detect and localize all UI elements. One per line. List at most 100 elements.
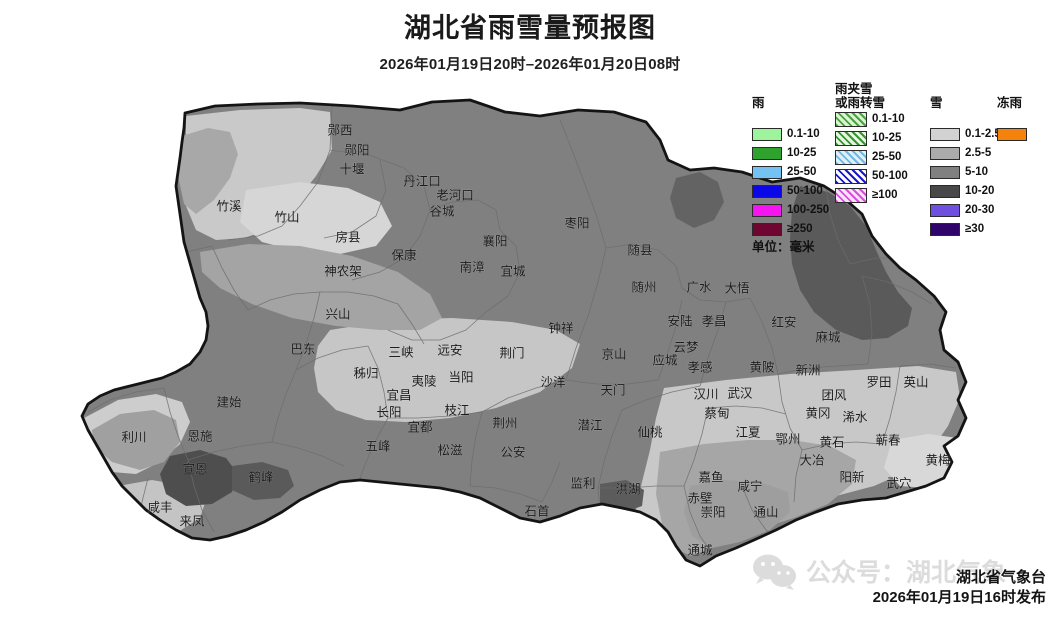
city-label: 潜江: [577, 418, 602, 432]
city-label: 襄阳: [482, 233, 507, 248]
legend-range-label: 5-10: [965, 166, 989, 178]
legend-item: 5-10: [930, 163, 1010, 181]
legend-range-label: 2.5-5: [965, 147, 992, 159]
city-label: 大悟: [724, 280, 749, 295]
city-label: 咸宁: [737, 478, 762, 493]
legend-item: 10-25: [752, 144, 838, 162]
zone-snow-25-5-midwest: [200, 244, 442, 330]
city-label: 京山: [601, 347, 626, 361]
city-label: 巴东: [290, 342, 315, 356]
legend-swatch-snow-2: [930, 165, 960, 179]
legend-header-snow: 雪: [930, 96, 943, 110]
city-label: 宜城: [500, 263, 526, 278]
zone-snow-10-20-northeast: [790, 186, 912, 340]
legend-swatch-mix-3: [835, 168, 867, 184]
city-label: 南漳: [459, 259, 484, 274]
city-label: 阳新: [839, 469, 864, 484]
city-label: 利川: [121, 430, 146, 444]
city-label: 随州: [631, 279, 656, 294]
city-label: 云梦: [673, 340, 699, 354]
city-label: 武穴: [886, 475, 912, 490]
city-label: 恩施: [187, 429, 213, 443]
city-label: 远安: [437, 342, 462, 357]
legend-swatch-mix-0: [835, 111, 867, 127]
legend-column-freezing: 冻雨: [997, 96, 1057, 144]
legend-item: 100-250: [752, 201, 838, 219]
city-label: 钟祥: [548, 320, 573, 335]
city-label: 英山: [903, 375, 928, 389]
city-label: 房县: [335, 229, 360, 244]
city-label: 宣恩: [182, 461, 207, 476]
legend-range-label: 100-250: [787, 204, 830, 216]
legend-item: 0.1-10: [835, 110, 931, 128]
legend-range-label: 50-100: [787, 185, 823, 197]
city-label: 沙洋: [540, 374, 565, 389]
city-label: 石首: [524, 504, 549, 518]
city-label: 监利: [570, 476, 595, 490]
legend-swatch-snow-5: [930, 222, 960, 236]
city-label: 神农架: [324, 264, 362, 278]
legend-column-mix: 雨夹雪 或雨转雪 0.1-10 10-25 25-50 50-100 ≥100: [835, 82, 931, 205]
legend-swatch-snow-3: [930, 184, 960, 198]
city-label: 大冶: [799, 453, 824, 467]
legend-range-label: 25-50: [872, 151, 902, 163]
city-label: 当阳: [448, 370, 473, 384]
zone-snow-25-5-enshi: [92, 410, 180, 470]
city-label: 丹江口: [403, 174, 441, 188]
city-label: 荆州: [492, 416, 517, 430]
city-label: 枣阳: [564, 216, 589, 230]
legend-item: 0.1-10: [752, 125, 838, 143]
city-label: 兴山: [325, 307, 350, 321]
county-boundaries: [87, 105, 957, 557]
city-label: 建始: [216, 395, 242, 409]
legend-item: 10-20: [930, 182, 1010, 200]
city-label: 秭归: [353, 366, 378, 380]
legend-item: 20-30: [930, 201, 1010, 219]
city-label: 来凤: [179, 514, 205, 528]
zone-snow-10-20-suixian: [670, 172, 724, 228]
legend-swatch-snow-4: [930, 203, 960, 217]
city-label: 汉川: [693, 387, 718, 401]
city-label: 通城: [687, 543, 713, 557]
city-label: 黄石: [819, 435, 844, 449]
city-label: 鹤峰: [248, 469, 274, 484]
legend-item: 25-50: [835, 148, 931, 166]
zone-snow-01-25-west-patch: [240, 182, 392, 254]
city-label: 麻城: [815, 329, 841, 344]
city-label: 广水: [686, 280, 712, 294]
legend-item: 10-25: [835, 129, 931, 147]
legend-swatch-mix-4: [835, 187, 867, 203]
legend-swatch-rain-3: [752, 184, 782, 198]
city-label: 江夏: [735, 425, 761, 439]
legend-swatch-freezing-0: [997, 127, 1027, 141]
city-label: 通山: [753, 505, 778, 519]
city-label: 应城: [652, 352, 678, 367]
city-label: 宜都: [407, 419, 433, 434]
city-label: 松滋: [437, 442, 463, 457]
legend-swatch-rain-4: [752, 203, 782, 217]
city-label: 枝江: [444, 402, 469, 417]
legend-swatch-rain-1: [752, 146, 782, 160]
legend-range-label: 25-50: [787, 166, 817, 178]
city-label: 蔡甸: [704, 406, 729, 420]
legend-swatch-snow-0: [930, 127, 960, 141]
legend-range-label: 0.1-10: [872, 113, 905, 125]
city-label: 孝昌: [701, 314, 726, 328]
city-label-layer: 郧西郧阳十堰丹江口老河口谷城 竹溪竹山房县保康神农架 襄阳 枣阳南漳 宜城 随县随州 广水大…: [121, 123, 951, 558]
legend-item: 25-50: [752, 163, 838, 181]
city-label: 红安: [771, 314, 796, 329]
city-label: 老河口: [436, 188, 474, 202]
legend-column-rain: 雨 0.1-10 10-25 25-50 50-100 100-250 ≥250: [752, 96, 838, 239]
legend-range-label: ≥100: [872, 189, 898, 201]
legend-item: 0.1-2.5: [930, 125, 1010, 143]
city-label: 十堰: [339, 162, 364, 176]
city-label: 罗田: [866, 375, 891, 389]
legend-item: ≥250: [752, 220, 838, 238]
city-label: 荆门: [499, 345, 524, 360]
legend-item: ≥30: [930, 220, 1010, 238]
legend-swatch-mix-2: [835, 149, 867, 165]
legend-range-label: 0.1-2.5: [965, 128, 1001, 140]
